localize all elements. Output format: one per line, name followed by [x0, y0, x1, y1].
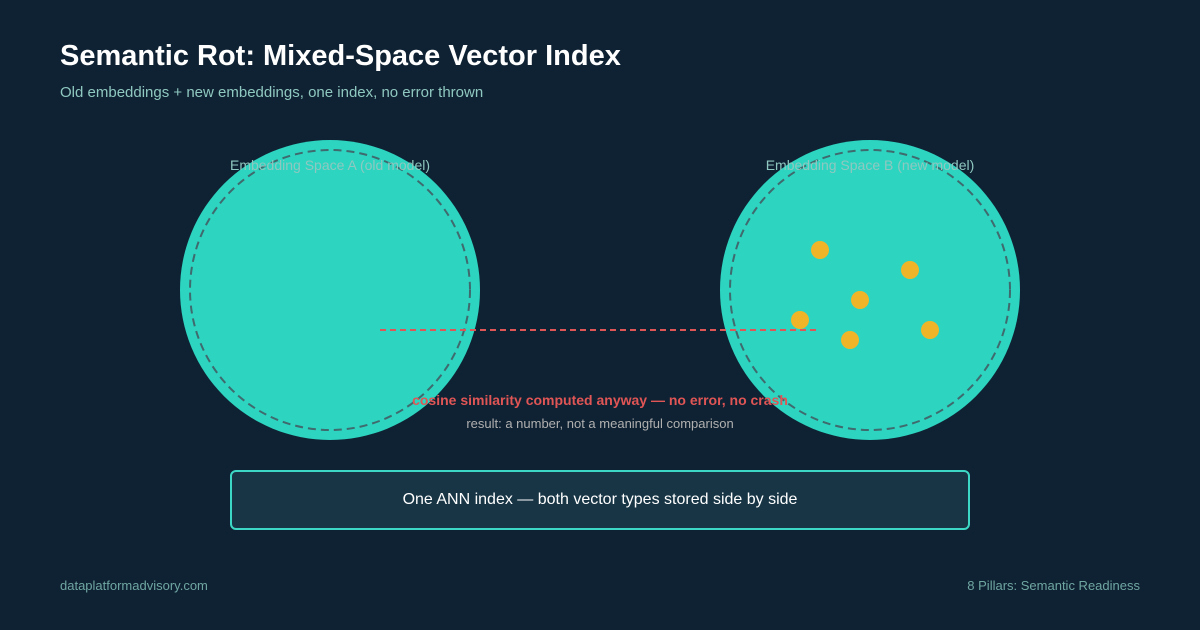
vector-point — [791, 311, 809, 329]
embedding-space-a-boundary — [189, 149, 471, 431]
embedding-space-a — [180, 140, 480, 440]
vector-point — [841, 331, 859, 349]
footer-series: 8 Pillars: Semantic Readiness — [967, 578, 1140, 593]
space-a-label: Embedding Space A (old model) — [230, 157, 430, 173]
ann-index-label: One ANN index — both vector types stored… — [402, 491, 798, 508]
warning-text: cosine similarity computed anyway — no e… — [412, 392, 788, 408]
page-title: Semantic Rot: Mixed-Space Vector Index — [60, 40, 621, 72]
space-b-label: Embedding Space B (new model) — [766, 157, 975, 173]
result-text: result: a number, not a meaningful compa… — [466, 416, 733, 431]
ann-index-box: One ANN index — both vector types stored… — [230, 470, 970, 530]
footer-site: dataplatformadvisory.com — [60, 578, 208, 593]
embedding-space-b — [720, 140, 1020, 440]
vector-point — [811, 241, 829, 259]
vector-point — [901, 261, 919, 279]
embedding-space-b-boundary — [729, 149, 1011, 431]
vector-point — [921, 321, 939, 339]
page-subtitle: Old embeddings + new embeddings, one ind… — [60, 84, 484, 101]
vector-point — [851, 291, 869, 309]
